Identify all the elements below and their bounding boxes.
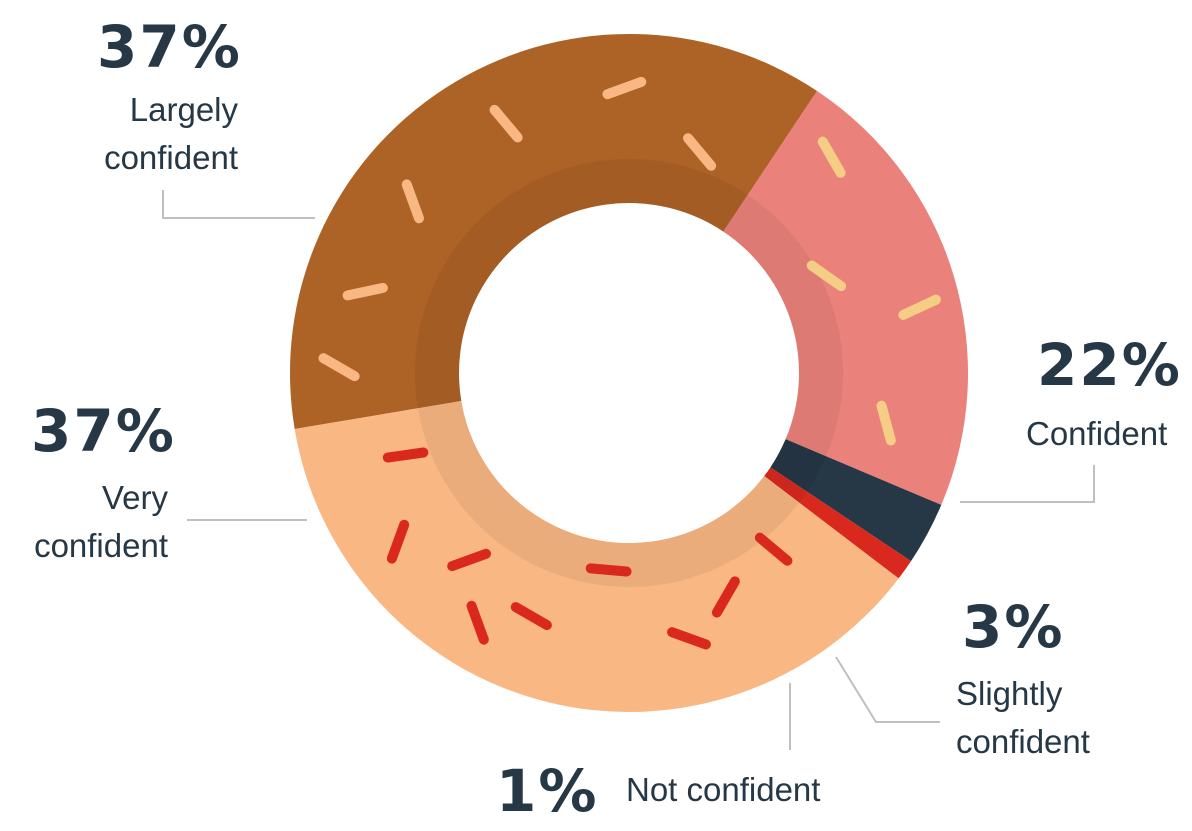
- sprinkle: [382, 447, 429, 463]
- sprinkle: [876, 400, 896, 446]
- sprinkle: [510, 602, 552, 631]
- slice-confident: [723, 90, 968, 505]
- value-label-very-confident: 37%: [31, 397, 176, 465]
- value-label-largely-confident: 37%: [97, 13, 242, 81]
- label-very-confident: Very confident: [34, 479, 168, 564]
- leader-line-slightly-confident: [835, 656, 940, 723]
- sprinkle: [602, 76, 647, 100]
- sprinkle: [806, 260, 847, 292]
- sprinkle: [683, 133, 717, 171]
- sprinkle: [817, 136, 846, 178]
- sprinkle: [898, 294, 941, 320]
- leader-lines: [162, 190, 1095, 750]
- value-label-confident: 22%: [1037, 331, 1182, 399]
- sprinkle: [585, 563, 632, 577]
- sprinkle: [401, 179, 425, 224]
- sprinkle: [489, 104, 523, 143]
- sprinkle: [466, 600, 489, 645]
- label-largely-confident: Largely confident: [104, 91, 238, 176]
- sprinkles: [318, 76, 941, 650]
- inner-shade-ring: [415, 159, 843, 587]
- sprinkle: [386, 519, 410, 564]
- sprinkle: [667, 627, 711, 650]
- slice-very-confident: [294, 401, 899, 712]
- sprinkle: [754, 532, 793, 566]
- leader-line-largely-confident: [162, 190, 315, 219]
- label-slightly-confident: Slightly confident: [956, 675, 1090, 760]
- sprinkle: [318, 353, 360, 382]
- slice-slightly-confident: [770, 439, 942, 562]
- label-not-confident: Not confident: [626, 771, 821, 808]
- label-confident: Confident: [1026, 415, 1168, 452]
- value-label-not-confident: 1%: [496, 757, 599, 825]
- value-label-slightly-confident: 3%: [962, 593, 1065, 661]
- slice-largely-confident: [289, 33, 818, 429]
- sprinkle: [342, 282, 388, 301]
- leader-line-confident: [960, 465, 1095, 503]
- sprinkle: [711, 576, 740, 618]
- sprinkle: [447, 548, 492, 572]
- slice-not-confident: [764, 467, 912, 579]
